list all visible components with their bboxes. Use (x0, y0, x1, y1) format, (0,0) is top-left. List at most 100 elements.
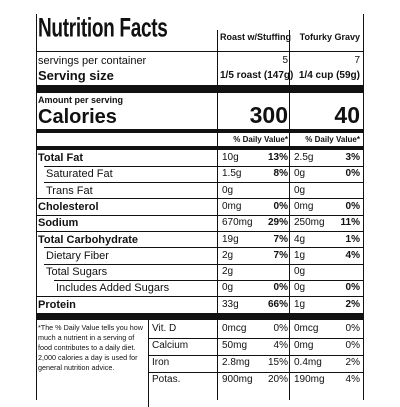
vitamin-amount: 0mg (294, 340, 314, 351)
nutrient-amount: 1g (294, 298, 306, 310)
rule (54, 279, 364, 281)
calories-value: 40 (334, 102, 360, 128)
vitamin-amount: 190mg (294, 374, 325, 385)
vitamin-percent: 0% (345, 340, 360, 351)
nutrient-amount: 10g (222, 152, 239, 163)
rule (36, 85, 364, 93)
nutrient-percent: 8% (273, 168, 288, 180)
nutrient-amount: 33g (222, 298, 239, 310)
serving-size-value: 1/4 cup (59g) (298, 70, 360, 81)
nutrient-amount: 250mg (294, 217, 325, 229)
nutrient-amount: 4g (294, 233, 306, 245)
vitamin-percent: 15% (267, 357, 288, 368)
product-name: Roast w/Stuffing (220, 32, 291, 42)
vitamin-label: Calcium (152, 340, 189, 351)
vitamin-amount: 0.4mg (294, 357, 322, 368)
vitamin-label: Vit. D (152, 323, 177, 334)
nutrient-amount: 0g (294, 282, 306, 294)
title: Nutrition Facts (38, 14, 168, 44)
vitamin-percent: 4% (345, 374, 360, 385)
servings-label: servings per container (38, 55, 147, 67)
rule (148, 320, 149, 407)
rule (148, 354, 364, 356)
vitamin-percent: 0% (345, 323, 360, 334)
vitamin-amount: 0mcg (294, 323, 319, 334)
amount-heading: Amount per serving (38, 95, 124, 105)
nutrient-percent: 0% (273, 282, 288, 294)
nutrient-label: Sodium (38, 217, 79, 230)
nutrient-percent: 0% (345, 282, 360, 294)
rule (36, 296, 364, 298)
calories-label: Calories (38, 106, 117, 128)
nutrient-label: Total Sugars (46, 266, 108, 279)
vitamin-percent: 20% (267, 374, 288, 385)
nutrient-amount: 2g (222, 266, 234, 278)
nutrient-percent: 13% (267, 152, 288, 163)
nutrient-amount: 2.5g (294, 152, 314, 163)
nutrient-amount: 1.5g (222, 168, 242, 180)
nutrient-label: Trans Fat (46, 184, 93, 197)
rule (36, 214, 364, 216)
daily-value-heading: % Daily Value* (233, 135, 288, 144)
nutrient-amount: 1g (294, 249, 306, 261)
rule (44, 165, 364, 167)
nutrient-percent: 3% (345, 152, 360, 163)
nutrient-label: Includes Added Sugars (56, 282, 170, 295)
nutrient-amount: 0g (222, 184, 234, 196)
rule (148, 337, 364, 339)
rule (44, 247, 364, 249)
nutrient-percent: 0% (273, 200, 288, 212)
nutrient-amount: 2g (222, 249, 234, 261)
rule (36, 129, 364, 133)
nutrient-label: Dietary Fiber (46, 249, 109, 262)
nutrient-percent: 0% (345, 200, 360, 212)
calories-value: 300 (249, 102, 288, 128)
rule (36, 14, 37, 400)
rule (148, 371, 364, 373)
nutrient-amount: 0g (294, 266, 306, 278)
rule (36, 313, 364, 320)
nutrient-label: Total Fat (38, 152, 84, 164)
nutrient-label: Saturated Fat (46, 168, 113, 181)
rule (44, 182, 364, 184)
product-name: Tofurky Gravy (299, 32, 360, 42)
vitamin-label: Potas. (152, 374, 181, 385)
nutrient-percent: 7% (273, 249, 288, 261)
rule (36, 198, 364, 200)
nutrient-label: Cholesterol (38, 200, 99, 213)
footnote: *The % Daily Value tells you how much a … (38, 323, 143, 372)
serving-size-value: 1/5 roast (147g) (220, 70, 294, 81)
nutrient-percent: 66% (267, 298, 288, 310)
rule (36, 146, 364, 150)
nutrient-percent: 7% (273, 233, 288, 245)
rule (36, 231, 364, 232)
rule (363, 14, 364, 400)
vitamin-amount: 2.8mg (222, 357, 250, 368)
nutrient-percent: 2% (345, 298, 360, 310)
daily-value-heading: % Daily Value* (305, 135, 360, 144)
nutrient-amount: 0g (294, 184, 306, 196)
nutrient-label: Total Carbohydrate (38, 233, 139, 246)
nutrient-amount: 0mg (222, 200, 242, 212)
vitamin-amount: 900mg (222, 374, 253, 385)
nutrient-percent: 1% (345, 233, 360, 245)
vitamin-amount: 0mcg (222, 323, 247, 334)
servings-value: 7 (354, 55, 360, 66)
vitamin-amount: 50mg (222, 340, 248, 351)
serving-size-label: Serving size (38, 68, 114, 83)
nutrient-label: Protein (38, 298, 76, 311)
nutrient-amount: 19g (222, 233, 239, 245)
nutrient-percent: 0% (345, 168, 360, 180)
vitamin-percent: 4% (273, 340, 288, 351)
nutrient-percent: 4% (345, 249, 360, 261)
nutrient-amount: 670mg (222, 217, 253, 229)
rule (44, 263, 364, 265)
servings-value: 5 (282, 55, 288, 66)
vitamin-label: Iron (152, 357, 170, 368)
nutrient-amount: 0mg (294, 200, 314, 212)
nutrient-percent: 11% (340, 217, 360, 229)
nutrient-amount: 0g (294, 168, 306, 180)
rule (36, 51, 364, 52)
nutrient-amount: 0g (222, 282, 234, 294)
